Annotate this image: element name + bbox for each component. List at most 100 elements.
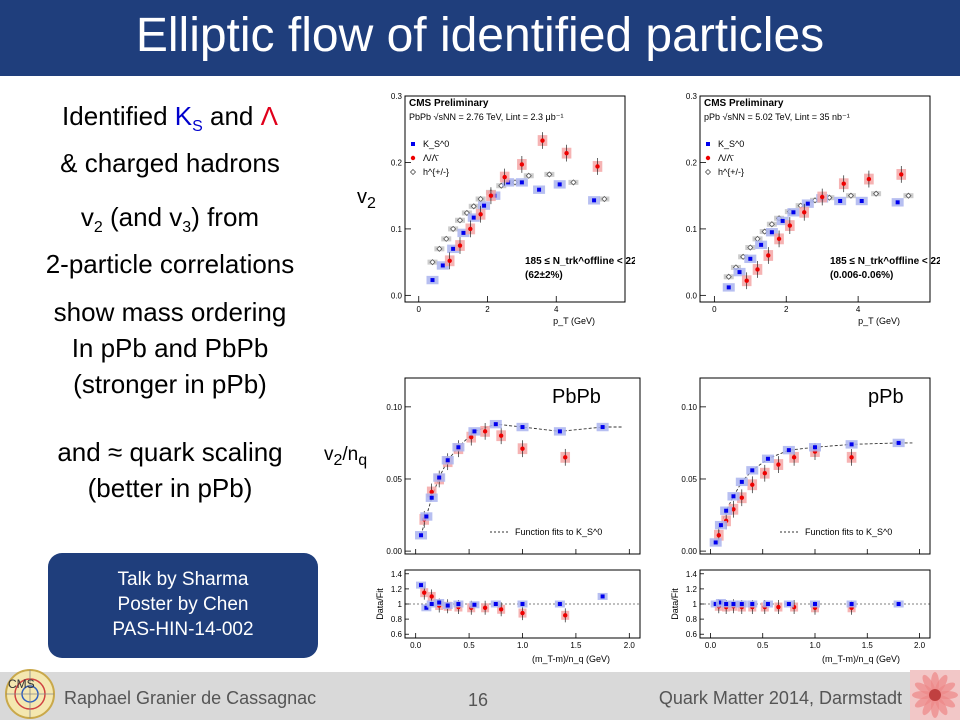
x-tick-label: 0 — [417, 305, 422, 314]
ks-point — [786, 448, 791, 453]
ks-point — [437, 600, 442, 605]
lambda-point — [498, 607, 504, 612]
logo-petal — [914, 682, 935, 696]
selection-label-2: (62±2%) — [525, 270, 563, 281]
ks-point — [750, 602, 755, 606]
x-tick-label: 2.0 — [914, 641, 926, 650]
ks-point — [737, 270, 742, 275]
x-tick-label: 1.0 — [517, 641, 529, 650]
legend-lambda-marker — [705, 155, 711, 161]
lambda-point — [791, 455, 797, 460]
ks-point — [739, 479, 744, 484]
ks-point — [429, 602, 434, 606]
x-tick-label: 4 — [856, 305, 861, 314]
x-tick-label: 0 — [712, 305, 717, 314]
lambda-point — [478, 212, 483, 217]
lambda-point — [731, 507, 736, 512]
lambda-point — [899, 172, 904, 177]
hadron-point — [450, 225, 457, 232]
lambda-point — [422, 590, 427, 595]
y-tick-label: 0.2 — [391, 158, 403, 167]
bullet-4: and ≈ quark scaling (better in pPb) — [0, 434, 340, 506]
logo-petal — [922, 674, 936, 695]
lambda-point — [447, 258, 452, 263]
ks-point — [726, 285, 731, 290]
lambda-point — [482, 605, 488, 610]
bullet-2: v2 (and v3) from 2-particle correlations — [45, 202, 295, 280]
poster-line: Poster by Chen — [117, 594, 249, 615]
chart-header: CMS Preliminary — [704, 98, 784, 109]
quark-matter-logo — [910, 670, 960, 720]
y-tick-label: 0.00 — [681, 547, 697, 556]
chart-pbpb-v2-pt: 0 2 4 0.0 0.1 0.2 0.3 p_T (GeV) CMS Preliminary P… — [391, 92, 635, 326]
ppb-overlay-label: pPb — [868, 386, 904, 408]
y-tick-label: 0.10 — [681, 403, 697, 412]
y-tick-label: 0.1 — [391, 225, 403, 234]
legend-lambda-marker — [410, 155, 416, 161]
legend-label: Λ/Λ̄ — [423, 153, 440, 163]
lambda-point — [429, 594, 434, 599]
lambda-point — [457, 243, 463, 248]
hadron-point — [429, 259, 436, 266]
x-tick-label: 4 — [554, 305, 559, 314]
footer-conference: Quark Matter 2014, Darmstadt — [658, 688, 902, 708]
ks-point — [440, 263, 445, 268]
chart-system-label: pPb √sNN = 5.02 TeV, Lint = 35 nb⁻¹ — [704, 112, 850, 122]
ratio-y-tick-label: 0.6 — [686, 630, 698, 639]
lambda-point — [776, 462, 781, 467]
ks-symbol: KS — [174, 101, 203, 136]
lambda-point — [563, 455, 568, 460]
hadron-point — [443, 235, 450, 242]
lambda-point — [802, 210, 807, 215]
legend-ks-marker — [411, 142, 415, 146]
chart-system-label: PbPb √sNN = 2.76 TeV, Lint = 2.3 μb⁻¹ — [409, 112, 563, 122]
hadron-point — [747, 244, 754, 251]
ks-point — [592, 198, 597, 203]
ratio-y-tick-label: 0.6 — [391, 630, 403, 639]
y-tick-label: 0.3 — [686, 92, 698, 101]
plot-frame — [699, 95, 931, 303]
ks-point — [724, 602, 729, 606]
plot-frame — [404, 95, 626, 303]
ks-point — [780, 218, 785, 223]
ks-point — [472, 429, 477, 434]
x-tick-label: 0.0 — [410, 641, 422, 650]
x-tick-label: 0.5 — [464, 641, 476, 650]
ks-point — [731, 602, 736, 606]
y-tick-label: 0.00 — [386, 547, 402, 556]
hadron-point — [470, 203, 477, 210]
selection-label-2: (0.006-0.06%) — [830, 270, 893, 281]
ks-point — [471, 215, 476, 220]
ks-point — [419, 533, 424, 538]
bullet-3-line1: show mass ordering — [53, 297, 287, 327]
lambda-symbol: Λ — [260, 101, 278, 131]
ks-point — [519, 180, 524, 185]
bullet-1: Identified KS and Λ & charged hadrons — [0, 98, 340, 181]
x-axis-label: p_T (GeV) — [858, 316, 900, 326]
lambda-point — [520, 610, 525, 616]
legend-label: Λ/Λ̄ — [718, 153, 735, 163]
bullet-4-line2: (better in pPb) — [87, 473, 253, 503]
lambda-point — [498, 433, 504, 438]
bullet-1-text-a: Identified — [62, 101, 175, 131]
legend-label: K_S^0 — [718, 139, 744, 149]
hadron-point — [436, 245, 443, 252]
hadron-point — [725, 273, 732, 280]
ks-point — [759, 242, 764, 247]
ks-point — [461, 230, 466, 235]
ks-point — [896, 440, 901, 445]
ratio-y-tick-label: 1.4 — [391, 570, 403, 579]
ks-point — [424, 514, 429, 519]
ks-point — [713, 540, 718, 545]
x-tick-label: 1.5 — [862, 641, 874, 650]
ks-point — [791, 210, 796, 215]
ks-point — [557, 429, 562, 434]
ks-point — [456, 445, 461, 450]
footer-author: Raphael Granier de Cassagnac — [64, 688, 317, 708]
lambda-point — [519, 162, 525, 167]
footer-page-number: 16 — [468, 690, 489, 710]
ratio-y-tick-label: 1.4 — [686, 570, 698, 579]
lambda-point — [849, 455, 854, 460]
lambda-point — [776, 236, 782, 242]
ks-point — [472, 602, 477, 607]
